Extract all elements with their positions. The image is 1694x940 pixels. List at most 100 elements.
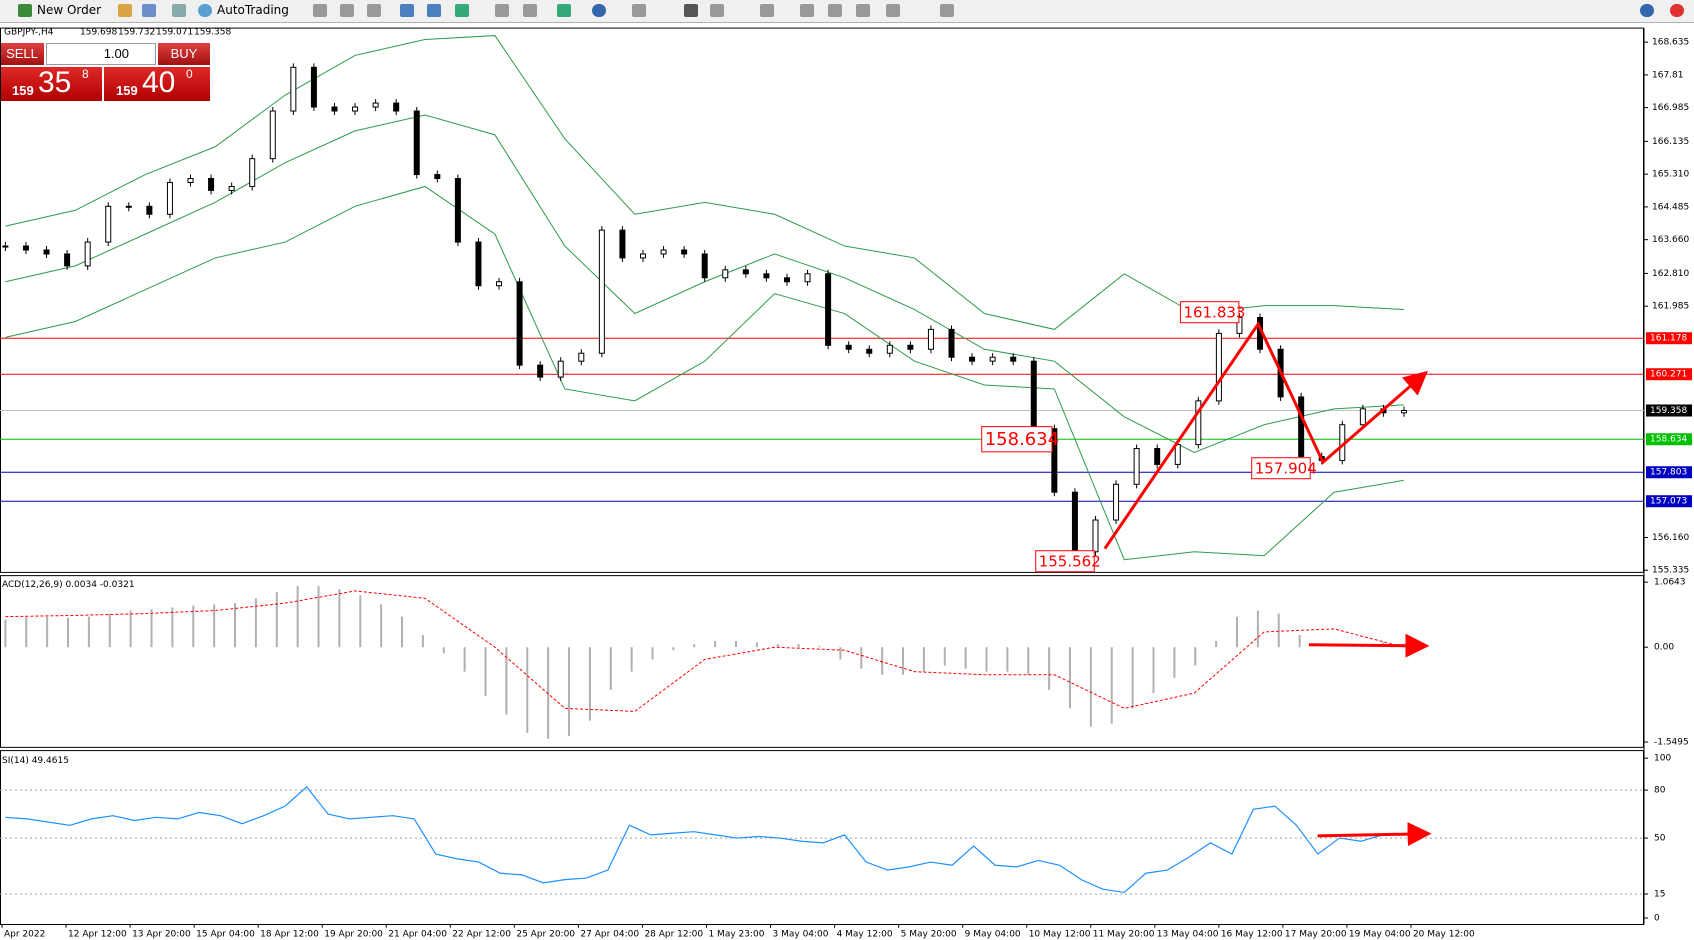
level-label: 161.178	[1650, 334, 1687, 344]
macd-arrow	[1308, 633, 1430, 658]
alert-icon[interactable]	[1670, 4, 1684, 17]
toolbar-icon[interactable]	[172, 4, 186, 17]
candle	[742, 269, 749, 275]
price-annotation-box	[1179, 301, 1240, 324]
toolbar-icon[interactable]	[557, 4, 571, 17]
lot-input[interactable]: 1.00	[46, 43, 156, 65]
candle	[290, 66, 297, 112]
candle	[331, 106, 338, 112]
candle	[660, 249, 667, 255]
candle	[475, 241, 482, 287]
toolbar-icon[interactable]	[710, 4, 724, 17]
price-annotation: 157.904	[1255, 460, 1317, 478]
candle	[763, 273, 770, 279]
candle	[1401, 409, 1407, 414]
candle	[516, 281, 523, 366]
candle	[166, 181, 173, 215]
candle	[84, 241, 91, 267]
candle	[2, 245, 9, 248]
x-tick-label: 20 May 12:00	[1413, 930, 1475, 940]
candle	[434, 174, 441, 180]
y-tick-label: 0.00	[1654, 643, 1674, 653]
macd-signal	[5, 590, 1405, 712]
toolbar-icon[interactable]	[632, 4, 646, 17]
candle	[43, 249, 50, 255]
toolbar-icon[interactable]	[523, 4, 537, 17]
candle	[125, 205, 132, 208]
candle	[1092, 519, 1099, 553]
toolbar-icon[interactable]	[313, 4, 327, 17]
toolbar-icon[interactable]	[142, 4, 156, 17]
candle	[907, 344, 914, 350]
toolbar-icon[interactable]	[856, 4, 870, 17]
rsi-arrow	[1317, 822, 1432, 847]
y-tick-label: 168.635	[1652, 38, 1689, 48]
auto-trading-icon[interactable]	[198, 4, 212, 17]
search-icon[interactable]	[1640, 4, 1654, 17]
candle	[1298, 396, 1305, 457]
y-tick-label: 161.985	[1652, 302, 1689, 312]
toolbar-icon[interactable]	[340, 4, 354, 17]
y-tick-label: 155.335	[1652, 566, 1689, 576]
ohlc: 159.071	[156, 28, 193, 38]
toolbar-icon[interactable]	[684, 4, 698, 17]
toolbar-icon[interactable]	[400, 4, 414, 17]
candle	[1071, 491, 1078, 553]
level-label-bg	[1646, 404, 1692, 417]
x-tick-label: 1 May 23:00	[708, 930, 764, 940]
x-tick-label: 19 Apr 20:00	[324, 930, 383, 940]
price-annotation-box	[1251, 457, 1311, 480]
toolbar-icon[interactable]	[940, 4, 954, 17]
candle	[1174, 444, 1181, 465]
toolbar-icon[interactable]	[495, 4, 509, 17]
candle	[825, 273, 832, 346]
toolbar-icon[interactable]	[427, 4, 441, 17]
level-label-bg	[1646, 495, 1692, 508]
y-tick-label: 166.135	[1652, 137, 1689, 147]
panel-frame	[0, 575, 1644, 748]
candle	[557, 360, 564, 378]
sell-button[interactable]: SELL	[0, 43, 44, 65]
auto-trading-button[interactable]: AutoTrading	[217, 3, 289, 17]
level-label-bg	[1646, 433, 1692, 446]
panel-frame	[0, 27, 1644, 573]
candle	[537, 364, 544, 378]
panel-frame	[0, 750, 1644, 925]
ohlc: 159.358	[194, 28, 231, 38]
toolbar-icon[interactable]	[886, 4, 900, 17]
candle	[1133, 448, 1140, 485]
buy-button[interactable]: BUY	[158, 43, 210, 65]
toolbar-icon[interactable]	[592, 4, 606, 17]
bollinger-upper	[5, 35, 1405, 330]
x-tick-label: 19 May 04:00	[1349, 930, 1411, 940]
candle	[310, 66, 317, 108]
ask-price[interactable]: 159 40 0	[104, 66, 210, 101]
candle	[639, 253, 646, 259]
bollinger-middle	[5, 114, 1405, 454]
toolbar-icon[interactable]	[828, 4, 842, 17]
bid-price[interactable]: 159 35 8	[0, 66, 102, 101]
x-tick-label: 17 May 20:00	[1285, 930, 1347, 940]
toolbar-icon[interactable]	[760, 4, 774, 17]
x-tick-label: 25 Apr 20:00	[516, 930, 575, 940]
toolbar-icon[interactable]	[455, 4, 469, 17]
new-order-button[interactable]: New Order	[37, 3, 102, 17]
y-tick-label: 167.81	[1652, 70, 1684, 80]
candle	[1236, 316, 1243, 334]
price-annotation: 161.833	[1183, 304, 1245, 322]
toolbar-icon[interactable]	[800, 4, 814, 17]
chart-window: GBPJPY-,H4 168.635 167.81 166.985 166.135 16…	[0, 27, 1692, 940]
toolbar-icon[interactable]	[367, 4, 381, 17]
candle	[249, 158, 256, 187]
candle	[454, 178, 461, 243]
y-tick-label: 162.810	[1652, 269, 1689, 279]
level-label: 160.271	[1650, 370, 1687, 380]
toolbar-icon[interactable]	[118, 4, 132, 17]
candle	[619, 229, 626, 259]
new-order-icon[interactable]	[18, 4, 32, 17]
level-label-bg	[1646, 332, 1692, 345]
y-tick-label: 0	[1654, 914, 1660, 924]
candle	[393, 102, 400, 112]
symbol-label: GBPJPY-,H4	[4, 28, 54, 38]
candle	[187, 178, 194, 183]
